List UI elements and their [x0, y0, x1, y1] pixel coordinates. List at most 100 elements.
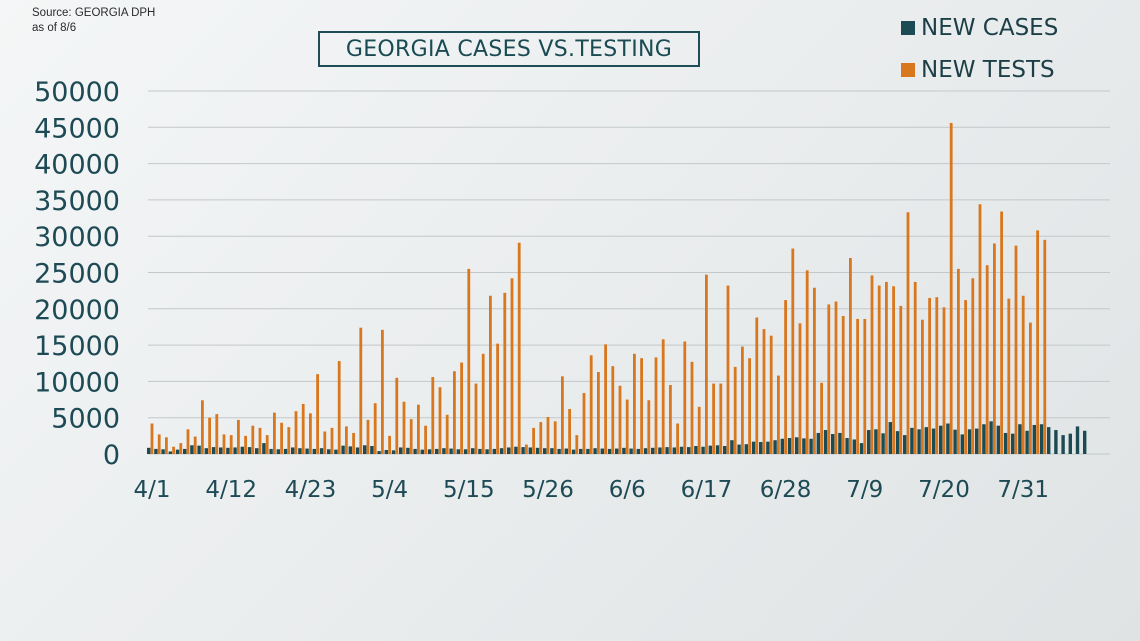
bar-new-tests: [222, 434, 226, 454]
bar-new-cases: [881, 433, 885, 454]
x-tick-label: 5/15: [443, 477, 495, 503]
bar-new-cases: [269, 448, 273, 454]
bar-new-tests: [906, 212, 910, 454]
bar-new-cases: [485, 449, 489, 454]
bar-new-cases: [960, 434, 964, 454]
bar-new-tests: [1021, 295, 1025, 454]
bar-new-cases: [514, 446, 518, 454]
bar-new-cases: [456, 449, 460, 454]
bar-new-cases: [377, 451, 381, 454]
bar-new-tests: [748, 358, 751, 454]
bar-new-tests: [589, 355, 593, 454]
bar-new-cases: [183, 448, 187, 454]
bar-new-cases: [442, 448, 446, 454]
bar-new-cases: [744, 444, 748, 454]
bar-new-cases: [550, 448, 554, 454]
bar-new-tests: [661, 339, 665, 454]
bar-new-tests: [157, 434, 161, 454]
bar-new-tests: [287, 427, 291, 454]
bar-new-tests: [539, 422, 543, 454]
chart-title-box: GEORGIA CASES VS.TESTING: [318, 31, 700, 67]
y-tick-label: 30000: [34, 222, 120, 253]
y-tick-label: 40000: [34, 150, 120, 181]
bar-new-cases: [607, 448, 612, 454]
bar-new-tests: [928, 297, 931, 454]
y-tick-label: 20000: [34, 295, 120, 326]
y-tick-label: 15000: [34, 331, 120, 362]
bar-new-tests: [827, 304, 831, 454]
bar-new-tests: [215, 414, 219, 454]
bar-new-cases: [989, 421, 993, 454]
legend-swatch-new-cases: [901, 21, 915, 35]
bar-new-tests: [1036, 230, 1039, 454]
bar-new-tests: [921, 319, 924, 454]
bar-new-tests: [546, 416, 550, 454]
bar-new-tests: [993, 243, 996, 454]
bar-new-cases: [715, 445, 720, 454]
bar-new-cases: [161, 449, 165, 454]
bar-new-cases: [399, 447, 403, 454]
x-tick-label: 4/1: [133, 477, 170, 503]
bar-new-tests: [784, 300, 787, 454]
bar-new-cases: [701, 446, 705, 454]
bar-new-tests: [971, 278, 975, 454]
bar-new-tests: [532, 427, 535, 454]
bar-new-cases: [852, 439, 856, 454]
bar-new-cases: [298, 448, 302, 454]
bar-new-cases: [759, 442, 763, 454]
bar-new-cases: [348, 446, 352, 454]
bar-new-cases: [334, 449, 338, 454]
bar-new-cases: [888, 422, 892, 454]
bar-new-cases: [802, 438, 806, 454]
bar-new-cases: [463, 449, 468, 454]
bar-new-tests: [352, 432, 355, 454]
bar-new-tests: [820, 382, 823, 454]
bar-new-cases: [1075, 426, 1080, 454]
bar-new-cases: [190, 445, 194, 454]
bar-new-cases: [355, 447, 360, 454]
bar-new-cases: [571, 449, 576, 454]
bar-new-cases: [687, 447, 691, 454]
x-tick-label: 4/12: [205, 477, 257, 503]
bar-new-tests: [366, 419, 370, 454]
bar-new-tests: [244, 435, 247, 454]
bar-new-tests: [935, 297, 939, 454]
legend-swatch-new-tests: [901, 63, 915, 77]
bar-new-tests: [805, 270, 809, 454]
bar-new-tests: [597, 371, 600, 454]
bar-new-tests: [949, 122, 953, 454]
bar-new-cases: [211, 447, 216, 454]
bar-new-tests: [330, 427, 334, 454]
bar-new-cases: [593, 448, 597, 454]
bar-new-cases: [795, 437, 799, 454]
bar-new-cases: [543, 448, 547, 454]
bar-new-cases: [154, 448, 158, 454]
bar-new-tests: [755, 317, 759, 454]
legend-label-new-cases: NEW CASES: [921, 15, 1059, 41]
bar-new-tests: [438, 387, 442, 454]
x-tick-label: 5/26: [522, 477, 574, 503]
bar-new-tests: [777, 375, 780, 454]
bar-new-tests: [237, 419, 240, 454]
bar-new-cases: [168, 451, 172, 454]
bar-new-cases: [197, 445, 201, 454]
bar-new-tests: [323, 431, 327, 454]
bar-new-cases: [615, 448, 619, 454]
bar-new-cases: [874, 429, 878, 454]
bar-new-tests: [769, 335, 773, 454]
bar-new-cases: [975, 428, 979, 454]
bar-new-tests: [337, 361, 341, 454]
bar-new-tests: [431, 377, 435, 454]
bar-new-cases: [255, 448, 259, 454]
bar-new-cases: [643, 448, 648, 454]
bar-new-tests: [957, 268, 960, 454]
bar-new-tests: [798, 323, 802, 454]
bar-new-tests: [201, 400, 204, 454]
bar-new-tests: [1043, 239, 1047, 454]
bar-new-tests: [582, 393, 586, 454]
x-tick-label: 6/17: [681, 477, 733, 503]
bar-new-tests: [870, 275, 874, 454]
bar-new-cases: [535, 447, 540, 454]
bar-new-cases: [823, 430, 828, 454]
bar-new-cases: [903, 435, 907, 454]
